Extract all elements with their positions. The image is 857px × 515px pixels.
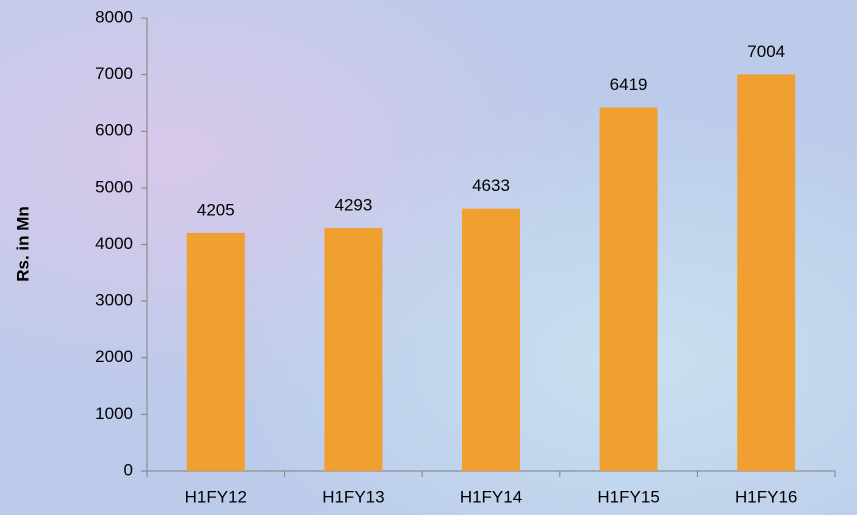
data-label: 4205 xyxy=(197,200,235,219)
y-tick-label: 0 xyxy=(124,460,133,479)
x-tick-label: H1FY15 xyxy=(597,487,659,506)
bar xyxy=(324,227,383,471)
y-axis-label: Rs. in Mn xyxy=(13,206,32,282)
y-tick-label: 4000 xyxy=(95,234,133,253)
bar xyxy=(186,232,245,471)
x-tick-label: H1FY13 xyxy=(322,487,384,506)
y-tick-label: 7000 xyxy=(95,64,133,83)
x-tick-label: H1FY12 xyxy=(185,487,247,506)
data-label: 4633 xyxy=(472,176,510,195)
data-label: 6419 xyxy=(610,75,648,94)
bar xyxy=(737,74,796,471)
y-tick-label: 6000 xyxy=(95,121,133,140)
x-tick-label: H1FY14 xyxy=(460,487,522,506)
bar xyxy=(599,107,658,472)
data-label: 4293 xyxy=(334,195,372,214)
y-tick-label: 8000 xyxy=(95,7,133,26)
y-tick-label: 5000 xyxy=(95,177,133,196)
y-tick-label: 1000 xyxy=(95,404,133,423)
bar xyxy=(462,208,520,471)
x-tick-label: H1FY16 xyxy=(735,487,797,506)
y-tick-label: 2000 xyxy=(95,347,133,366)
data-label: 7004 xyxy=(747,42,785,61)
y-tick-label: 3000 xyxy=(95,291,133,310)
